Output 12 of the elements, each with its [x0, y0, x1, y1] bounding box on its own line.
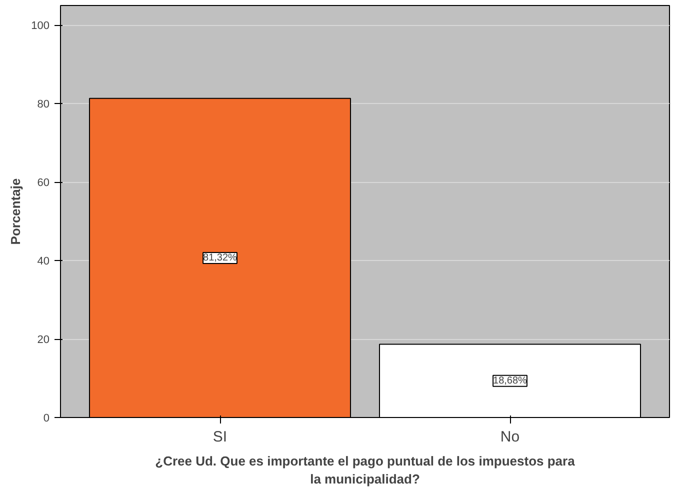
y-tick-label: 20: [37, 334, 50, 346]
y-tick-label: 80: [37, 98, 50, 111]
y-tick-label: 40: [37, 256, 50, 268]
x-tick-label: SI: [212, 428, 228, 446]
data-label: 18,68%: [493, 375, 528, 386]
y-axis-title: Porcentaje: [8, 178, 24, 245]
data-label: 81,32%: [203, 252, 238, 264]
x-axis-title: ¿Cree Ud. Que es importante el pago puntual de los impuestos para la municipalidad?: [155, 454, 576, 486]
x-tick-label: No: [500, 428, 520, 446]
y-tick-label: 100: [31, 20, 50, 32]
y-tick-label: 0: [43, 412, 50, 424]
y-tick-label: 60: [37, 177, 50, 190]
